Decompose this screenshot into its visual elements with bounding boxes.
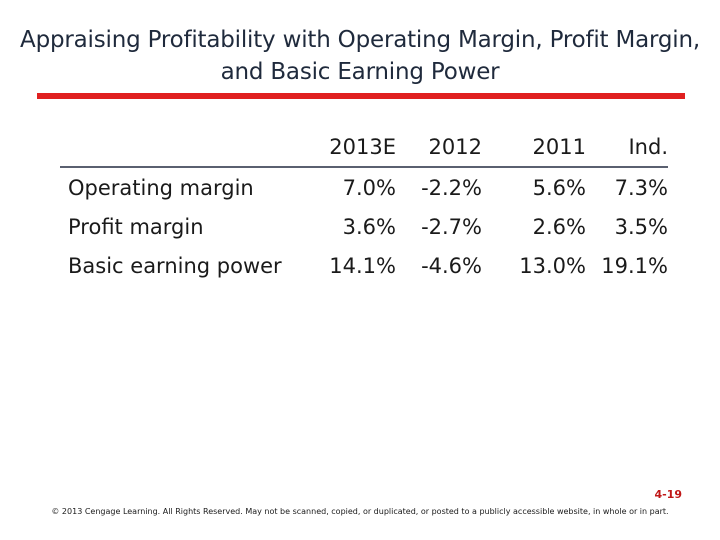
title-underline <box>37 93 685 99</box>
header-label-cell <box>60 128 308 168</box>
slide-title: Appraising Profitability with Operating … <box>20 27 700 85</box>
cell-2012: -4.6% <box>421 253 482 278</box>
header-industry: Ind. <box>586 128 668 168</box>
header-2013e: 2013E <box>308 128 396 168</box>
profitability-table: 2013E 2012 2011 Ind. Operating margin 7.… <box>60 128 668 285</box>
cell-2013e: 3.6% <box>342 214 396 239</box>
row-label: Profit margin <box>68 214 204 239</box>
cell-2011: 13.0% <box>519 253 586 278</box>
table-row-profit-margin: Profit margin 3.6% -2.7% 2.6% 3.5% <box>60 207 668 246</box>
header-2012: 2012 <box>396 128 482 168</box>
header-2011: 2011 <box>482 128 586 168</box>
row-label: Basic earning power <box>68 253 282 278</box>
cell-2012: -2.2% <box>421 175 482 200</box>
page-number: 4-19 <box>654 488 682 501</box>
row-label: Operating margin <box>68 175 254 200</box>
cell-industry: 7.3% <box>614 175 668 200</box>
table-row-operating-margin: Operating margin 7.0% -2.2% 5.6% 7.3% <box>60 167 668 207</box>
cell-2012: -2.7% <box>421 214 482 239</box>
cell-industry: 19.1% <box>601 253 668 278</box>
cell-industry: 3.5% <box>614 214 668 239</box>
cell-2013e: 14.1% <box>329 253 396 278</box>
cell-2013e: 7.0% <box>342 175 396 200</box>
cell-2011: 5.6% <box>532 175 586 200</box>
table-header-row: 2013E 2012 2011 Ind. <box>60 128 668 168</box>
copyright-notice: © 2013 Cengage Learning. All Rights Rese… <box>51 507 669 516</box>
cell-2011: 2.6% <box>532 214 586 239</box>
table-row-basic-earning-power: Basic earning power 14.1% -4.6% 13.0% 19… <box>60 246 668 285</box>
